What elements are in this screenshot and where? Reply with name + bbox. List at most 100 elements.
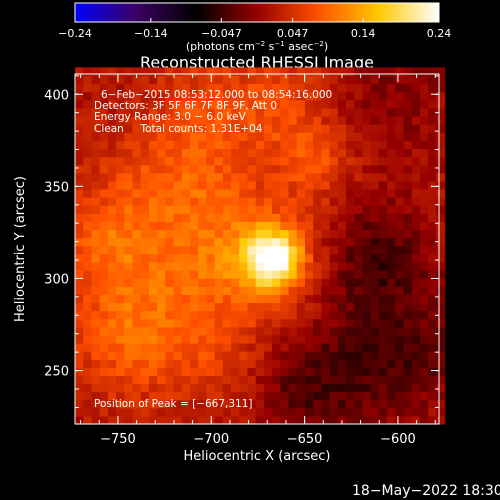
heatmap-pixel — [436, 270, 446, 279]
heatmap-pixel — [395, 310, 405, 320]
heatmap-pixel — [255, 253, 265, 263]
heatmap-pixel — [296, 294, 306, 304]
heatmap-pixel — [263, 294, 273, 304]
heatmap-pixel — [124, 140, 134, 150]
heatmap-pixel — [107, 367, 117, 376]
heatmap-pixel — [387, 205, 396, 214]
heatmap-pixel — [91, 310, 101, 320]
heatmap-pixel — [296, 342, 306, 352]
heatmap-pixel — [181, 188, 191, 198]
heatmap-pixel — [337, 261, 347, 271]
heatmap-pixel — [436, 140, 446, 150]
heatmap-pixel — [370, 278, 380, 287]
heatmap-pixel — [378, 383, 388, 393]
heatmap-pixel — [157, 132, 166, 141]
heatmap-pixel — [321, 172, 331, 182]
heatmap-pixel — [99, 91, 109, 101]
heatmap-pixel — [387, 415, 396, 425]
heatmap-pixel — [75, 415, 84, 425]
heatmap-pixel — [239, 383, 249, 393]
heatmap-pixel — [370, 310, 380, 320]
heatmap-pixel — [181, 229, 191, 239]
heatmap-pixel — [370, 253, 380, 263]
heatmap-pixel — [165, 67, 175, 77]
heatmap-pixel — [198, 359, 208, 368]
heatmap-pixel — [189, 310, 199, 320]
heatmap-pixel — [288, 91, 298, 101]
heatmap-pixel — [148, 213, 158, 222]
heatmap-pixel — [436, 253, 446, 263]
heatmap-pixel — [329, 310, 339, 320]
heatmap-pixel — [337, 391, 347, 401]
heatmap-pixel — [329, 107, 339, 117]
heatmap-pixel — [411, 383, 421, 393]
heatmap-pixel — [387, 407, 396, 417]
heatmap-pixel — [411, 359, 421, 368]
heatmap-pixel — [304, 180, 314, 190]
heatmap-pixel — [280, 75, 290, 85]
heatmap-pixel — [255, 367, 265, 376]
heatmap-pixel — [337, 399, 347, 409]
heatmap-pixel — [403, 148, 413, 158]
heatmap-pixel — [362, 245, 372, 255]
heatmap-pixel — [313, 367, 322, 376]
heatmap-pixel — [354, 67, 364, 77]
heatmap-pixel — [173, 107, 183, 117]
heatmap-pixel — [354, 172, 364, 182]
heatmap-pixel — [428, 294, 437, 304]
heatmap-pixel — [403, 391, 413, 401]
heatmap-pixel — [304, 140, 314, 150]
heatmap-pixel — [231, 383, 240, 393]
heatmap-pixel — [116, 359, 125, 368]
heatmap-pixel — [206, 351, 216, 360]
heatmap-pixel — [346, 245, 355, 255]
heatmap-pixel — [304, 124, 314, 133]
heatmap-pixel — [222, 75, 232, 85]
heatmap-pixel — [337, 245, 347, 255]
heatmap-pixel — [329, 213, 339, 222]
heatmap-pixel — [304, 302, 314, 312]
heatmap-pixel — [148, 334, 158, 344]
heatmap-pixel — [198, 415, 208, 425]
heatmap-pixel — [419, 67, 429, 77]
heatmap-pixel — [346, 140, 355, 150]
heatmap-pixel — [206, 359, 216, 368]
heatmap-pixel — [75, 221, 84, 231]
heatmap-pixel — [173, 245, 183, 255]
heatmap-pixel — [436, 91, 446, 101]
heatmap-pixel — [75, 213, 84, 222]
heatmap-pixel — [165, 270, 175, 279]
heatmap-pixel — [181, 91, 191, 101]
heatmap-pixel — [198, 221, 208, 231]
heatmap-pixel — [313, 383, 322, 393]
heatmap-pixel — [107, 83, 117, 93]
heatmap-pixel — [337, 197, 347, 206]
heatmap-pixel — [313, 67, 322, 77]
heatmap-pixel — [157, 124, 166, 133]
y-tick-label: 400 — [44, 88, 69, 103]
heatmap-pixel — [165, 351, 175, 360]
heatmap-pixel — [132, 188, 142, 198]
heatmap-pixel — [83, 359, 93, 368]
heatmap-pixel — [214, 253, 224, 263]
heatmap-pixel — [428, 278, 437, 287]
heatmap-pixel — [263, 83, 273, 93]
heatmap-pixel — [83, 286, 93, 295]
y-axis-label: Heliocentric Y (arcsec) — [13, 176, 28, 322]
heatmap-pixel — [148, 180, 158, 190]
heatmap-pixel — [189, 326, 199, 336]
heatmap-pixel — [140, 359, 150, 368]
heatmap-pixel — [403, 399, 413, 409]
heatmap-pixel — [255, 197, 265, 206]
heatmap-pixel — [189, 124, 199, 133]
heatmap-pixel — [231, 310, 240, 320]
heatmap-pixel — [214, 229, 224, 239]
heatmap-pixel — [83, 132, 93, 141]
heatmap-pixel — [239, 342, 249, 352]
heatmap-pixel — [140, 334, 150, 344]
heatmap-pixel — [321, 180, 331, 190]
heatmap-pixel — [428, 91, 437, 101]
heatmap-pixel — [395, 334, 405, 344]
heatmap-pixel — [148, 375, 158, 385]
heatmap-pixel — [222, 245, 232, 255]
